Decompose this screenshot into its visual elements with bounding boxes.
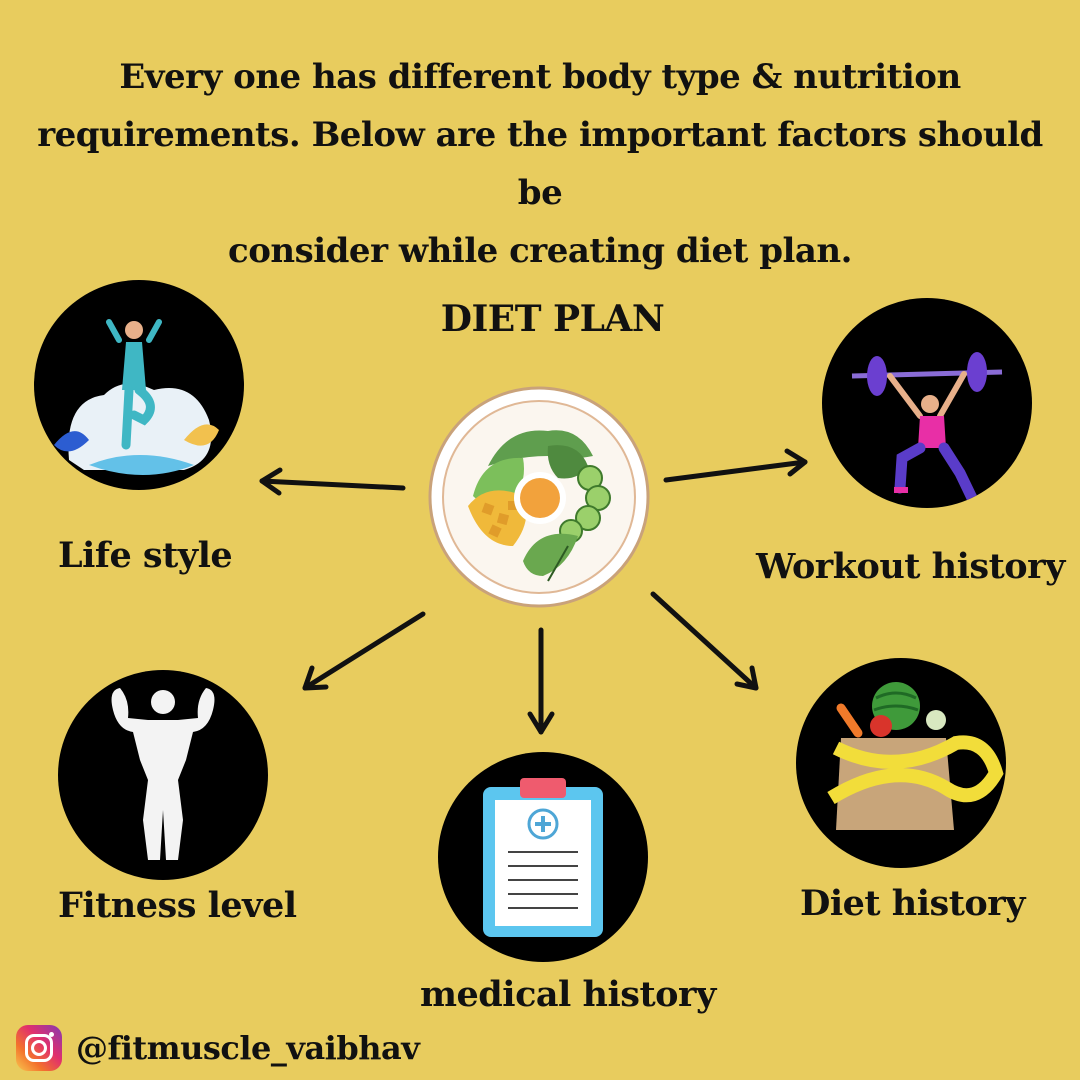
yoga-woman-icon — [54, 319, 219, 475]
weightlifter-icon — [851, 352, 1003, 504]
salad-plate-icon — [428, 386, 650, 608]
instagram-handle[interactable]: @fitmuscle_vaibhav — [76, 1029, 420, 1067]
diet-plan-title: DIET PLAN — [440, 298, 665, 340]
workout-circle — [822, 298, 1032, 508]
arrow-to-workout — [663, 448, 808, 483]
fitness-label: Fitness level — [58, 885, 297, 926]
grocery-bag-tape-icon — [827, 682, 1004, 830]
intro-line-2: requirements. Below are the important fa… — [37, 115, 1043, 213]
arrow-to-diet — [650, 591, 759, 691]
medical-clipboard-icon — [483, 778, 603, 937]
instagram-icon[interactable] — [16, 1025, 62, 1071]
arrow-to-lifestyle — [259, 467, 406, 496]
lifestyle-label: Life style — [58, 535, 233, 576]
intro-text: Every one has different body type & nutr… — [20, 48, 1060, 280]
intro-line-1: Every one has different body type & nutr… — [119, 57, 961, 97]
medical-circle — [438, 752, 648, 962]
lifestyle-circle — [34, 280, 244, 490]
medical-label: medical history — [420, 974, 716, 1015]
workout-label: Workout history — [756, 546, 1065, 587]
bodybuilder-silhouette-icon — [111, 688, 215, 860]
arrow-to-fitness — [302, 611, 426, 691]
arrow-to-medical — [527, 627, 555, 735]
intro-line-3: consider while creating diet plan. — [228, 231, 852, 271]
diet-label: Diet history — [800, 883, 1026, 924]
diet-circle — [796, 658, 1006, 868]
fitness-circle — [58, 670, 268, 880]
footer: @fitmuscle_vaibhav — [16, 1024, 420, 1072]
